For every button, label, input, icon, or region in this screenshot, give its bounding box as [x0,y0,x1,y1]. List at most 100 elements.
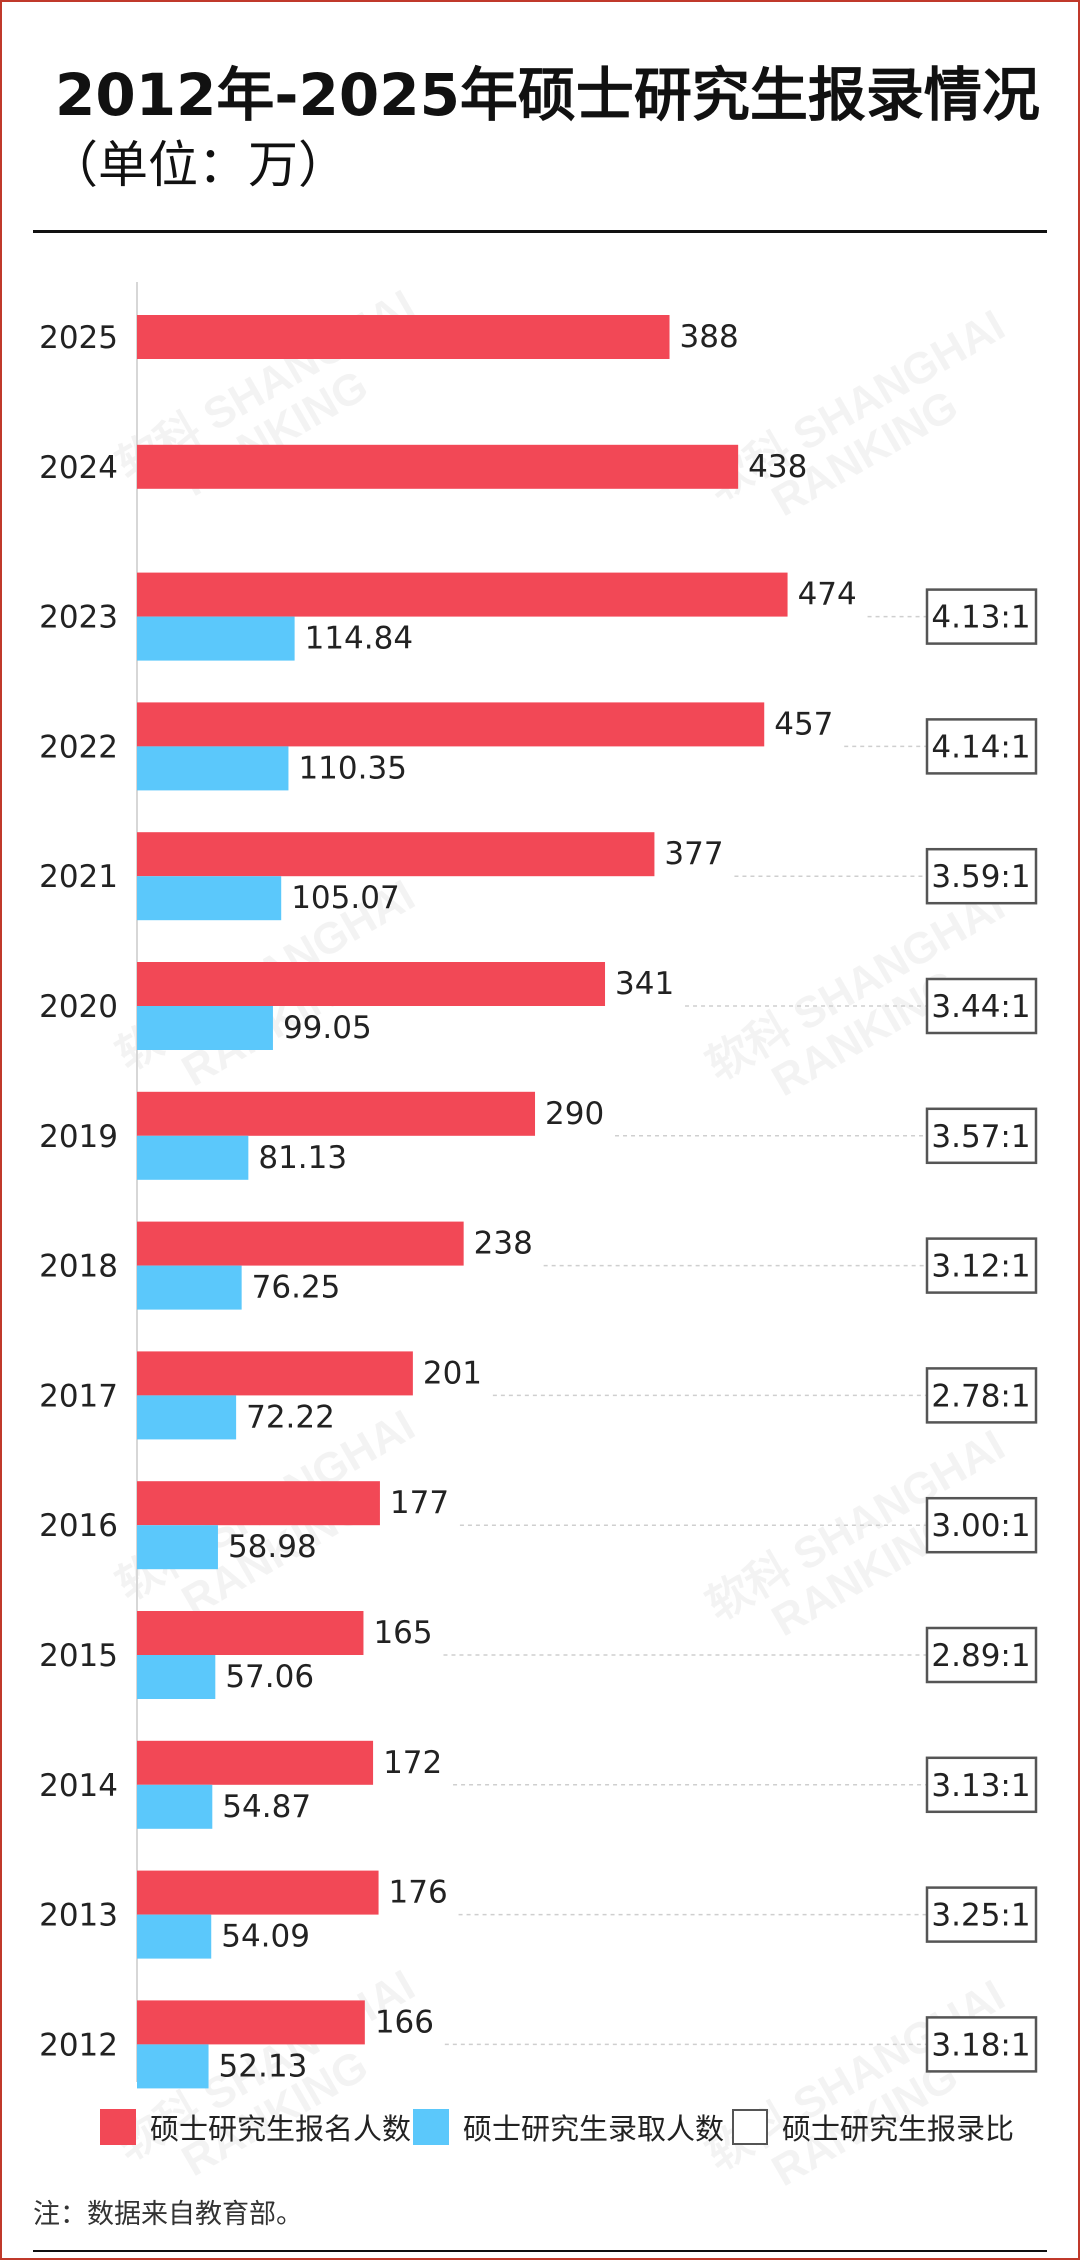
data-label-applicants: 377 [664,836,723,872]
ratio-box [925,1107,1038,1165]
ratio-box [925,847,1038,905]
bar-applicants [137,1870,379,1915]
data-label-applicants: 438 [748,449,807,485]
legend-swatch-applicants [100,2109,136,2145]
ratio-box [925,1496,1038,1554]
bar-admitted [137,876,282,921]
data-label-admitted: 114.84 [305,621,413,657]
bar-applicants [137,1221,464,1266]
ratio-label: 3.12:1 [931,1249,1030,1285]
year-label: 2020 [39,989,118,1025]
data-label-admitted: 58.98 [228,1529,317,1565]
ratio-label: 3.44:1 [931,989,1030,1025]
bar-applicants [137,702,765,747]
data-label-admitted: 81.13 [258,1140,347,1176]
data-label-admitted: 54.87 [222,1789,311,1825]
data-label-applicants: 290 [545,1096,604,1132]
bar-admitted [137,1655,216,1699]
data-label-applicants: 165 [373,1615,432,1651]
bar-admitted [137,1135,249,1180]
year-label: 2013 [39,1898,118,1934]
legend-swatch-admitted [413,2109,449,2145]
ratio-box [925,588,1038,645]
ratio-label: 3.13:1 [931,1768,1030,1804]
bar-admitted [137,2044,209,2089]
bar-applicants [137,572,788,617]
ratio-box [925,1886,1038,1943]
bar-admitted [137,1395,237,1440]
chart-title: 2012年-2025年硕士研究生报录情况 [55,61,1040,129]
bar-applicants [137,1611,364,1655]
ratio-label: 4.13:1 [931,600,1030,636]
legend-swatch-ratio [732,2109,768,2145]
year-label: 2021 [39,859,118,895]
legend-label: 硕士研究生录取人数 [463,2112,725,2146]
data-label-applicants: 176 [389,1875,448,1911]
year-label: 2019 [39,1119,118,1155]
year-label: 2022 [39,729,118,765]
bar-applicants [137,832,655,877]
bar-applicants [137,444,739,489]
data-label-applicants: 238 [474,1226,533,1262]
data-label-admitted: 99.05 [283,1010,372,1046]
bar-admitted [137,1914,212,1959]
data-label-applicants: 474 [798,577,857,613]
bar-applicants [137,1481,380,1526]
year-label: 2015 [39,1638,118,1674]
ratio-box [925,1626,1038,1684]
year-label: 2018 [39,1249,118,1285]
data-label-applicants: 341 [615,966,674,1002]
year-label: 2025 [39,320,118,356]
year-label: 2024 [39,450,118,486]
data-label-admitted: 110.35 [298,750,406,786]
ratio-label: 3.59:1 [931,859,1030,895]
ratio-label: 3.18:1 [931,2027,1030,2063]
bar-admitted [137,1784,213,1829]
bar-applicants [137,1091,536,1136]
ratio-box [925,1367,1038,1424]
ratio-label: 3.57:1 [931,1119,1030,1155]
bar-admitted [137,1006,273,1050]
title-divider [33,230,1047,233]
data-label-applicants: 166 [375,2004,434,2040]
bar-chart: 2025 388 2024 438 2023 474 114.84 4.13:1 2022 457… [39,315,1038,2089]
legend-label: 硕士研究生报名人数 [150,2112,412,2146]
ratio-label: 2.78:1 [931,1378,1030,1414]
data-label-admitted: 76.25 [252,1270,341,1306]
ratio-label: 2.89:1 [931,1638,1030,1674]
year-label: 2017 [39,1378,118,1414]
data-label-admitted: 105.07 [291,880,399,916]
bar-admitted [137,1265,242,1310]
category-axis-line [136,282,138,2082]
ratio-box [925,1756,1038,1814]
ratio-label: 3.00:1 [931,1508,1030,1544]
bar-applicants [137,315,670,359]
ratio-box [925,1237,1038,1294]
bar-admitted [137,746,289,791]
data-label-admitted: 57.06 [225,1659,314,1695]
year-label: 2023 [39,600,118,636]
data-label-applicants: 177 [390,1485,449,1521]
legend-label: 硕士研究生报录比 [782,2112,1015,2146]
ratio-box [925,977,1038,1035]
ratio-box [925,2016,1038,2073]
data-label-applicants: 388 [680,319,739,355]
data-label-applicants: 457 [774,706,833,742]
year-label: 2014 [39,1768,118,1804]
legend-item-applicants: 硕士研究生报名人数 [100,2105,411,2149]
chart-subtitle: （单位：万） [48,136,348,194]
data-label-admitted: 54.09 [221,1919,310,1955]
bar-admitted [137,616,295,661]
legend-item-ratio: 硕士研究生报录比 [732,2105,1014,2149]
ratio-label: 3.25:1 [931,1898,1030,1934]
year-label: 2016 [39,1508,118,1544]
bottom-divider [33,2250,1047,2252]
data-label-applicants: 201 [423,1355,482,1391]
ratio-label: 4.14:1 [931,729,1030,765]
bar-applicants [137,1351,413,1396]
bar-applicants [137,962,606,1006]
bar-admitted [137,1525,218,1570]
ratio-box [925,718,1038,775]
data-label-admitted: 72.22 [246,1399,335,1435]
